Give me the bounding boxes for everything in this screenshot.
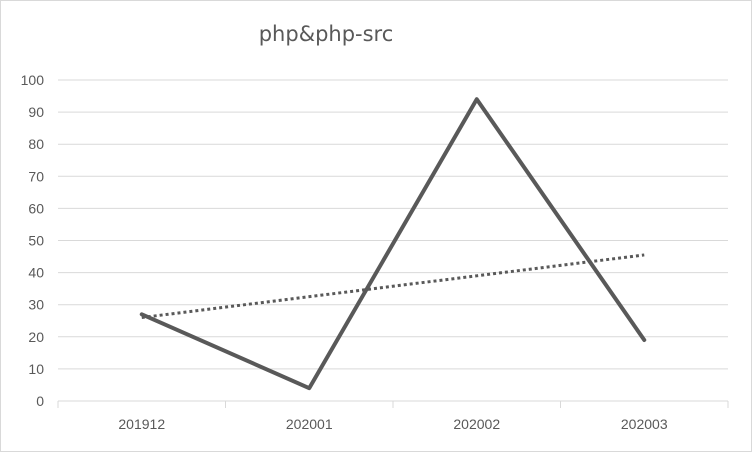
y-tick-label: 30 [28,297,44,313]
x-axis [57,400,729,408]
gridlines [58,79,728,370]
y-tick-label: 90 [28,104,44,120]
y-axis-tick-labels: 0 10 20 30 40 50 60 70 80 90 100 [21,72,45,409]
x-tick-label: 201912 [118,416,165,432]
x-tick-label: 202002 [453,416,500,432]
y-tick-label: 0 [36,393,44,409]
y-tick-label: 50 [28,233,44,249]
y-tick-label: 20 [28,329,44,345]
trendline [141,253,645,320]
x-tick-label: 202003 [621,416,668,432]
y-tick-label: 100 [21,72,45,88]
x-axis-tick-labels: 201912 202001 202002 202003 [118,416,667,432]
y-tick-label: 40 [28,265,44,281]
y-tick-label: 10 [28,361,44,377]
series-layer [139,97,647,391]
x-tick-label: 202001 [286,416,333,432]
y-tick-label: 70 [28,168,44,184]
chart-title: php&php-src [258,22,394,46]
series-line [139,97,647,391]
y-tick-label: 80 [28,136,44,152]
y-tick-label: 60 [28,200,44,216]
